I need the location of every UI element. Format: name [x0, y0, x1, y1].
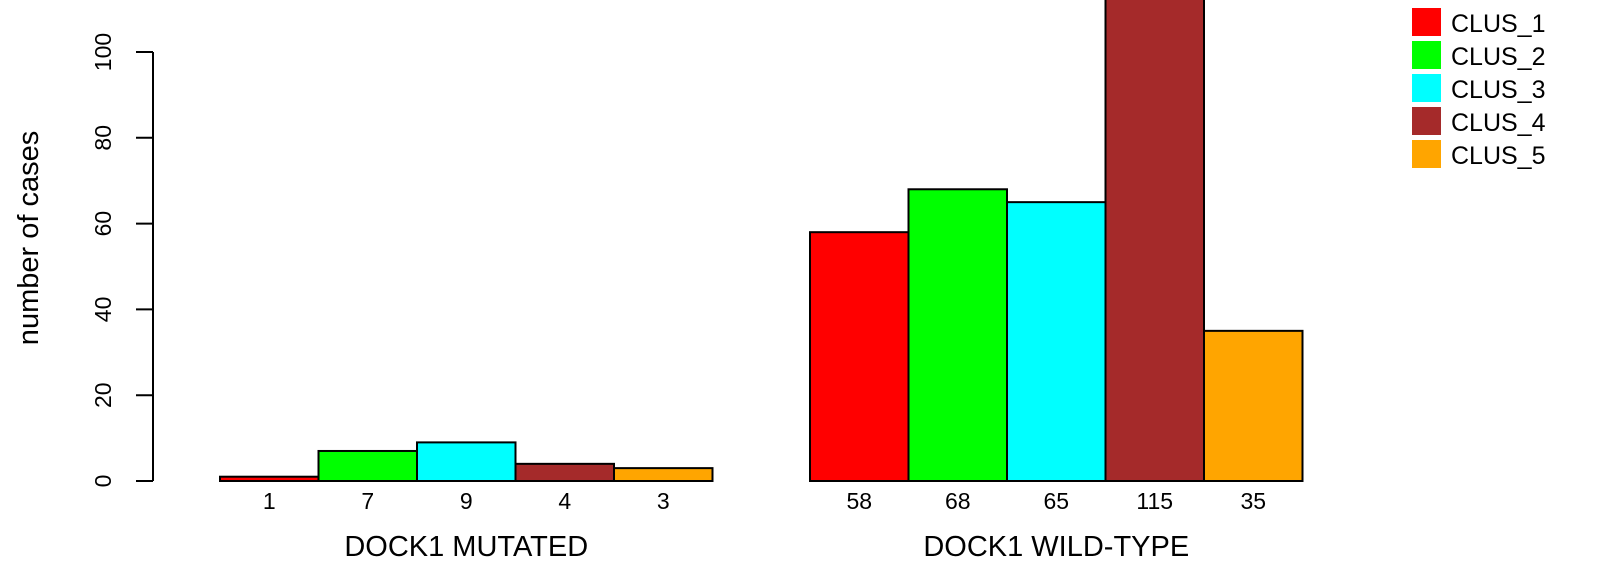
legend-swatch [1412, 74, 1441, 102]
bar-count-label: 65 [1043, 488, 1069, 514]
bar [809, 231, 910, 482]
bar [613, 467, 714, 483]
bar-count-label: 115 [1136, 488, 1173, 514]
bar [1203, 329, 1304, 482]
y-tick-label: 100 [90, 33, 116, 71]
bar-count-label: 35 [1240, 488, 1266, 514]
y-axis-title: number of cases [13, 131, 45, 345]
bar [907, 188, 1008, 482]
bar-count-label: 1 [263, 488, 276, 514]
bar-count-label: 7 [361, 488, 374, 514]
legend-label: CLUS_3 [1451, 76, 1546, 104]
group-label: DOCK1 MUTATED [344, 531, 588, 563]
legend-label: CLUS_4 [1451, 109, 1546, 137]
legend-label: CLUS_2 [1451, 43, 1546, 71]
legend: CLUS_1 CLUS_2 CLUS_3 CLUS_4 CLUS_5 [1412, 8, 1546, 170]
legend-swatch [1412, 107, 1441, 135]
bar [1104, 0, 1205, 483]
legend-swatch [1412, 140, 1441, 168]
bar [219, 475, 320, 482]
bar-count-label: 58 [846, 488, 872, 514]
y-tick-label: 0 [90, 475, 116, 488]
legend-swatch [1412, 8, 1441, 36]
legend-swatch [1412, 41, 1441, 69]
bar-count-label: 9 [460, 488, 473, 514]
y-tick-label: 20 [90, 382, 116, 408]
y-tick-label: 60 [90, 211, 116, 237]
legend-label: CLUS_1 [1451, 10, 1546, 38]
bars [219, 0, 1304, 483]
legend-label: CLUS_5 [1451, 142, 1546, 170]
bar-count-label: 68 [945, 488, 971, 514]
y-axis: 0 20 40 60 80 100 [90, 33, 154, 488]
bar [514, 462, 615, 482]
bar-count-label: 4 [558, 488, 571, 514]
bar [317, 449, 418, 483]
bar-count-label: 3 [657, 488, 670, 514]
bar [416, 441, 517, 483]
group-labels: DOCK1 MUTATED DOCK1 WILD-TYPE [344, 531, 1189, 563]
group-label: DOCK1 WILD-TYPE [923, 531, 1189, 563]
y-tick-label: 40 [90, 297, 116, 323]
count-labels: 1 7 9 4 3 58 68 65 115 35 [263, 488, 1266, 514]
bar [1006, 201, 1107, 482]
y-tick-label: 80 [90, 125, 116, 151]
